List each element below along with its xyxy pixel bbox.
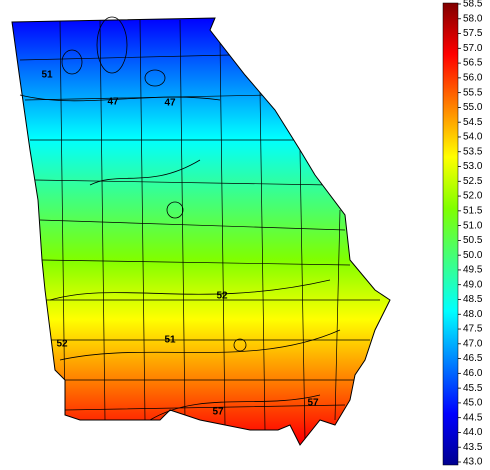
contour-label: 47 <box>107 97 119 108</box>
colorbar-tick-label: 48.0 <box>463 309 483 320</box>
colorbar-tick-label: 58.0 <box>463 13 483 24</box>
colorbar <box>442 2 459 466</box>
colorbar-tick-label: 43.5 <box>463 442 483 453</box>
colorbar-tick-label: 56.5 <box>463 58 483 69</box>
colorbar-tick-label: 53.5 <box>463 146 483 157</box>
colorbar-tick-label: 55.5 <box>463 87 483 98</box>
colorbar-tick-label: 58.5 <box>463 0 483 10</box>
colorbar-tick-label: 55.0 <box>463 102 483 113</box>
state-shape <box>11 17 391 446</box>
colorbar-tick-label: 49.0 <box>463 279 483 290</box>
colorbar-tick-label: 49.5 <box>463 265 483 276</box>
colorbar-tick-label: 44.5 <box>463 412 483 423</box>
contour-label: 57 <box>212 407 224 418</box>
colorbar-tick-label: 48.5 <box>463 294 483 305</box>
colorbar-tick-label: 52.0 <box>463 191 483 202</box>
colorbar-tick-label: 46.0 <box>463 368 483 379</box>
colorbar-tick-label: 51.0 <box>463 220 483 231</box>
colorbar-tick-label: 45.0 <box>463 398 483 409</box>
colorbar-tick-label: 50.5 <box>463 235 483 246</box>
colorbar-tick-label: 44.0 <box>463 427 483 438</box>
colorbar-tick-label: 50.0 <box>463 250 483 261</box>
colorbar-tick-label: 51.5 <box>463 205 483 216</box>
colorbar-tick-label: 57.0 <box>463 43 483 54</box>
colorbar-tick-label: 47.5 <box>463 324 483 335</box>
colorbar-tick-label: 56.0 <box>463 73 483 84</box>
colorbar-tick-label: 57.5 <box>463 28 483 39</box>
contour-label: 51 <box>164 335 176 346</box>
contour-label: 52 <box>216 291 228 302</box>
county-lines <box>19 19 380 441</box>
contours <box>19 16 341 421</box>
colorbar-tick-label: 46.5 <box>463 353 483 364</box>
contour-label: 57 <box>307 398 319 409</box>
colorbar-tick-label: 52.5 <box>463 176 483 187</box>
colorbar-tick-label: 43.0 <box>463 457 483 468</box>
colorbar-tick-label: 54.0 <box>463 132 483 143</box>
colorbar-tick-label: 47.0 <box>463 338 483 349</box>
contour-label: 51 <box>41 70 53 81</box>
contour-label: 52 <box>56 339 68 350</box>
colorbar-tick-label: 53.0 <box>463 161 483 172</box>
colorbar-tick-label: 54.5 <box>463 117 483 128</box>
contour-label: 47 <box>164 98 176 109</box>
colorbar-tick-label: 45.5 <box>463 383 483 394</box>
